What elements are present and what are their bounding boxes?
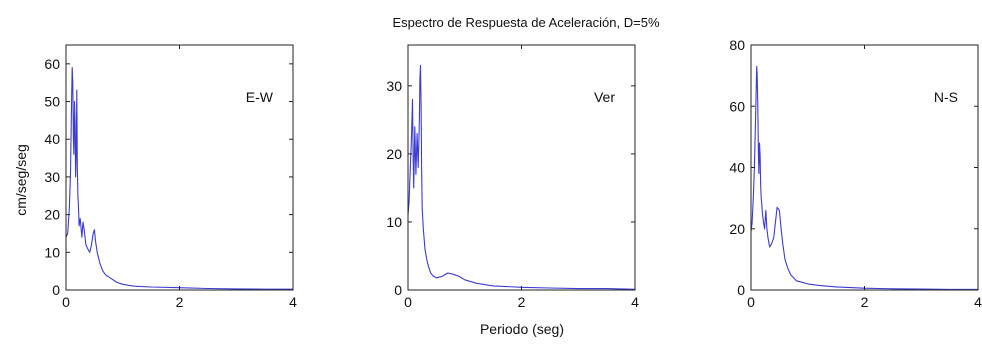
y-tick-label: 10 <box>44 244 60 260</box>
panel-ver: 0 2 4 0 10 20 30 Ver <box>386 44 639 310</box>
panel-label: E-W <box>246 89 274 105</box>
y-tick-label: 0 <box>394 282 402 298</box>
x-tick-label: 0 <box>62 294 70 310</box>
y-tick-label: 20 <box>44 207 60 223</box>
x-tick-label: 4 <box>289 294 297 310</box>
plot-frame <box>407 44 636 291</box>
y-tick-label: 50 <box>44 94 60 110</box>
series-line-ver <box>407 64 636 290</box>
y-axis-label: cm/seg/seg <box>13 144 29 216</box>
y-tick-label: 40 <box>729 160 745 176</box>
y-tick-label: 60 <box>44 56 60 72</box>
y-tick-label: 10 <box>386 214 402 230</box>
x-tick-label: 4 <box>974 294 982 310</box>
panel-label: N-S <box>934 89 958 105</box>
plot-frame <box>65 44 294 291</box>
y-tick-label: 60 <box>729 98 745 114</box>
series-line-n-s <box>750 65 978 290</box>
y-tick-label: 20 <box>729 221 745 237</box>
figure-title: Espectro de Respuesta de Aceleración, D=… <box>392 15 659 30</box>
x-axis-label: Periodo (seg) <box>480 321 564 337</box>
series-line-e-w <box>65 67 293 290</box>
y-tick-label: 30 <box>44 169 60 185</box>
x-tick-label: 4 <box>631 294 639 310</box>
x-tick-label: 2 <box>861 294 869 310</box>
y-tick-label: 80 <box>729 37 745 53</box>
x-tick-label: 2 <box>176 294 184 310</box>
y-tick-label: 0 <box>52 282 60 298</box>
panel-label: Ver <box>594 89 615 105</box>
x-tick-label: 0 <box>747 294 755 310</box>
y-tick-label: 0 <box>737 282 745 298</box>
y-tick-label: 20 <box>386 146 402 162</box>
x-tick-label: 0 <box>404 294 412 310</box>
y-tick-label: 30 <box>386 78 402 94</box>
y-tick-label: 40 <box>44 131 60 147</box>
plot-frame <box>750 44 979 291</box>
x-tick-label: 2 <box>518 294 526 310</box>
